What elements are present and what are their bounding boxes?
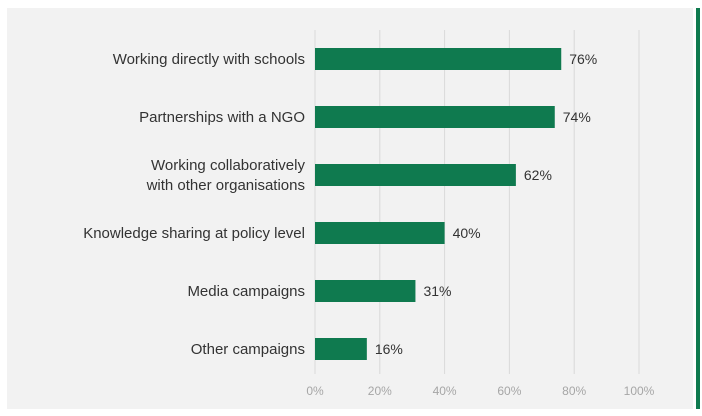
bar [315,106,555,128]
category-label: Partnerships with a NGO [139,109,305,126]
category-label: Working collaboratively [151,157,305,174]
bar [315,222,445,244]
bar [315,164,516,186]
category-label: Working directly with schools [113,51,305,68]
bar [315,48,562,70]
value-label: 62% [524,167,552,183]
x-tick-label: 100% [624,384,655,398]
bar [315,280,416,302]
value-label: 40% [453,225,481,241]
value-label: 74% [563,109,591,125]
x-tick-label: 40% [433,384,457,398]
x-tick-label: 60% [497,384,521,398]
category-label: Other campaigns [191,341,305,358]
value-label: 16% [375,341,403,357]
x-tick-label: 80% [562,384,586,398]
value-label: 76% [569,51,597,67]
bar [315,338,367,360]
value-label: 31% [423,283,451,299]
x-tick-label: 0% [306,384,324,398]
category-label: Knowledge sharing at policy level [83,225,305,242]
category-labels: Working directly with schools Partnership… [83,51,305,358]
x-axis-ticks: 0% 20% 40% 60% 80% 100% [306,384,654,398]
category-label: Media campaigns [187,283,305,300]
value-labels: 76% 74% 62% 40% 31% 16% [375,51,597,357]
category-label: with other organisations [146,177,305,194]
accent-side-bar [696,8,700,409]
gridlines [314,30,640,374]
bars [315,48,562,360]
x-tick-label: 20% [368,384,392,398]
